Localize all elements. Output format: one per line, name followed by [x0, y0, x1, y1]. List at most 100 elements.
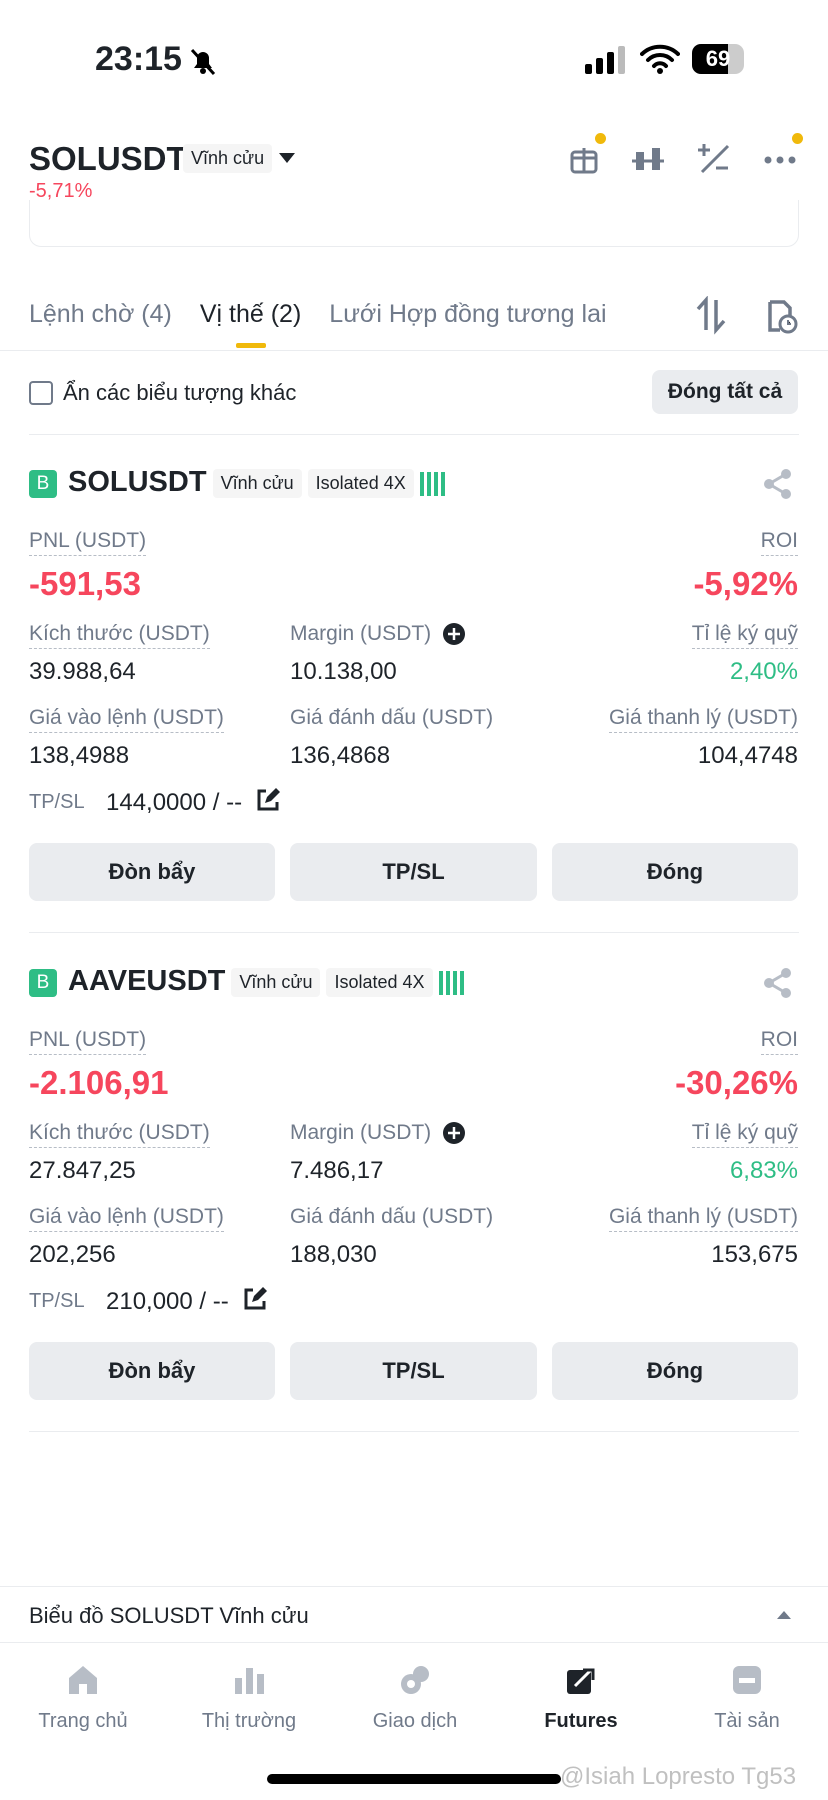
roi-value: -30,26%: [675, 1064, 798, 1101]
header-type[interactable]: Vĩnh cửu: [183, 144, 273, 173]
position-button[interactable]: Đòn bẩy: [29, 843, 275, 901]
pnl-label: PNL (USDT): [29, 1028, 147, 1055]
nav-label[interactable]: Giao dịch: [372, 1710, 458, 1732]
stat-label: Giá vào lệnh (USDT): [29, 706, 224, 733]
nav-label[interactable]: Tài sản: [714, 1710, 780, 1732]
nav-icon[interactable]: [231, 1662, 267, 1698]
chart-bar-label[interactable]: Biểu đồ SOLUSDT Vĩnh cửu: [29, 1603, 309, 1628]
pnl-value: -2.106,91: [29, 1064, 169, 1101]
share-icon[interactable]: [762, 967, 794, 999]
strength-bars: [419, 472, 445, 496]
side-badge: B: [29, 969, 57, 997]
pnl-value: -591,53: [29, 565, 141, 602]
wifi-icon: [640, 44, 680, 74]
close-all-button[interactable]: Đóng tất cả: [652, 370, 798, 414]
position-button[interactable]: Đóng: [552, 1342, 798, 1400]
position-button[interactable]: TP/SL: [290, 843, 537, 901]
watermark: @Isiah Lopresto Tg53: [560, 1763, 797, 1790]
tpsl-label: TP/SL: [29, 791, 85, 813]
edit-icon[interactable]: [256, 788, 281, 812]
position-symbol: AAVEUSDT: [68, 965, 226, 997]
nav-icon[interactable]: [397, 1662, 433, 1698]
add-margin-icon[interactable]: [442, 1121, 466, 1145]
contract-type: Vĩnh cửu: [212, 469, 302, 498]
header-symbol: SOLUSDT: [29, 140, 187, 177]
roi-value: -5,92%: [693, 565, 798, 602]
nav-icon[interactable]: [563, 1662, 599, 1698]
badge: [792, 133, 803, 144]
stat-label: Giá đánh dấu (USDT): [290, 1205, 494, 1228]
battery-level: 69: [705, 46, 731, 71]
stat-label: Giá đánh dấu (USDT): [290, 706, 494, 729]
badge: [595, 133, 606, 144]
position-button[interactable]: Đóng: [552, 843, 798, 901]
dropdown-caret[interactable]: [278, 152, 296, 164]
stat-value: 138,4988: [29, 742, 130, 769]
tab[interactable]: Lệnh chờ (4): [29, 300, 172, 328]
battery: 69: [692, 44, 744, 74]
divider: [0, 1586, 828, 1587]
tpsl-value: 144,0000 / --: [106, 789, 243, 816]
tpsl-label: TP/SL: [29, 1290, 85, 1312]
stat-label: Kích thước (USDT): [29, 1121, 210, 1148]
stat-value: 27.847,25: [29, 1157, 136, 1184]
stat-label: Margin (USDT): [290, 1121, 432, 1144]
header-icons[interactable]: [566, 140, 806, 180]
banner-remnant: [29, 200, 799, 247]
position-symbol: SOLUSDT: [68, 466, 207, 498]
contract-type: Vĩnh cửu: [231, 968, 321, 997]
position-button[interactable]: Đòn bẩy: [29, 1342, 275, 1400]
stat-label: Giá vào lệnh (USDT): [29, 1205, 224, 1232]
stat-value: 2,40%: [729, 658, 798, 685]
stat-value: 10.138,00: [290, 658, 397, 685]
nav-label[interactable]: Futures: [544, 1710, 618, 1732]
checkbox[interactable]: [29, 381, 53, 405]
nav-icon[interactable]: [729, 1662, 765, 1698]
stat-value: 7.486,17: [290, 1157, 384, 1184]
roi-label: ROI: [760, 1028, 798, 1055]
stat-value: 188,030: [290, 1241, 377, 1268]
stat-label: Kích thước (USDT): [29, 622, 210, 649]
nav-label[interactable]: Thị trường: [201, 1710, 297, 1732]
stat-value: 202,256: [29, 1241, 116, 1268]
divider: [0, 1642, 828, 1643]
stat-label: Giá thanh lý (USDT): [608, 706, 798, 733]
divider: [0, 350, 828, 351]
margin-mode: Isolated 4X: [326, 968, 433, 997]
side-badge: B: [29, 470, 57, 498]
divider: [29, 434, 799, 435]
tab[interactable]: Vị thế (2): [199, 300, 302, 328]
tpsl-value: 210,000 / --: [106, 1288, 229, 1315]
expand-caret[interactable]: [776, 1609, 792, 1621]
position-button[interactable]: TP/SL: [290, 1342, 537, 1400]
stat-label: Margin (USDT): [290, 622, 432, 645]
tab-tools[interactable]: [694, 296, 814, 336]
nav-icon[interactable]: [65, 1662, 101, 1698]
strength-bars: [438, 971, 464, 995]
stat-value: 153,675: [711, 1241, 798, 1268]
add-margin-icon[interactable]: [442, 622, 466, 646]
tab-underline: [235, 343, 266, 348]
mute-icon: [190, 48, 216, 76]
roi-label: ROI: [760, 529, 798, 556]
divider: [29, 1431, 799, 1432]
pnl-label: PNL (USDT): [29, 529, 147, 556]
stat-label: Tỉ lệ ký quỹ: [691, 1121, 798, 1148]
stat-value: 39.988,64: [29, 658, 136, 685]
stat-label: Tỉ lệ ký quỹ: [691, 622, 798, 649]
stat-value: 136,4868: [290, 742, 391, 769]
header-change: -5,71%: [29, 180, 93, 202]
share-icon[interactable]: [762, 468, 794, 500]
tab[interactable]: Lưới Hợp đồng tương lai: [329, 300, 607, 328]
stat-value: 104,4748: [697, 742, 798, 769]
edit-icon[interactable]: [243, 1287, 267, 1311]
filter-label: Ẩn các biểu tượng khác: [63, 380, 297, 405]
margin-mode: Isolated 4X: [307, 469, 414, 498]
nav-label[interactable]: Trang chủ: [38, 1710, 128, 1732]
stat-value: 6,83%: [729, 1157, 798, 1184]
stat-label: Giá thanh lý (USDT): [608, 1205, 798, 1232]
divider: [29, 932, 799, 933]
home-indicator: [267, 1774, 561, 1784]
status-time: 23:15: [95, 40, 182, 78]
